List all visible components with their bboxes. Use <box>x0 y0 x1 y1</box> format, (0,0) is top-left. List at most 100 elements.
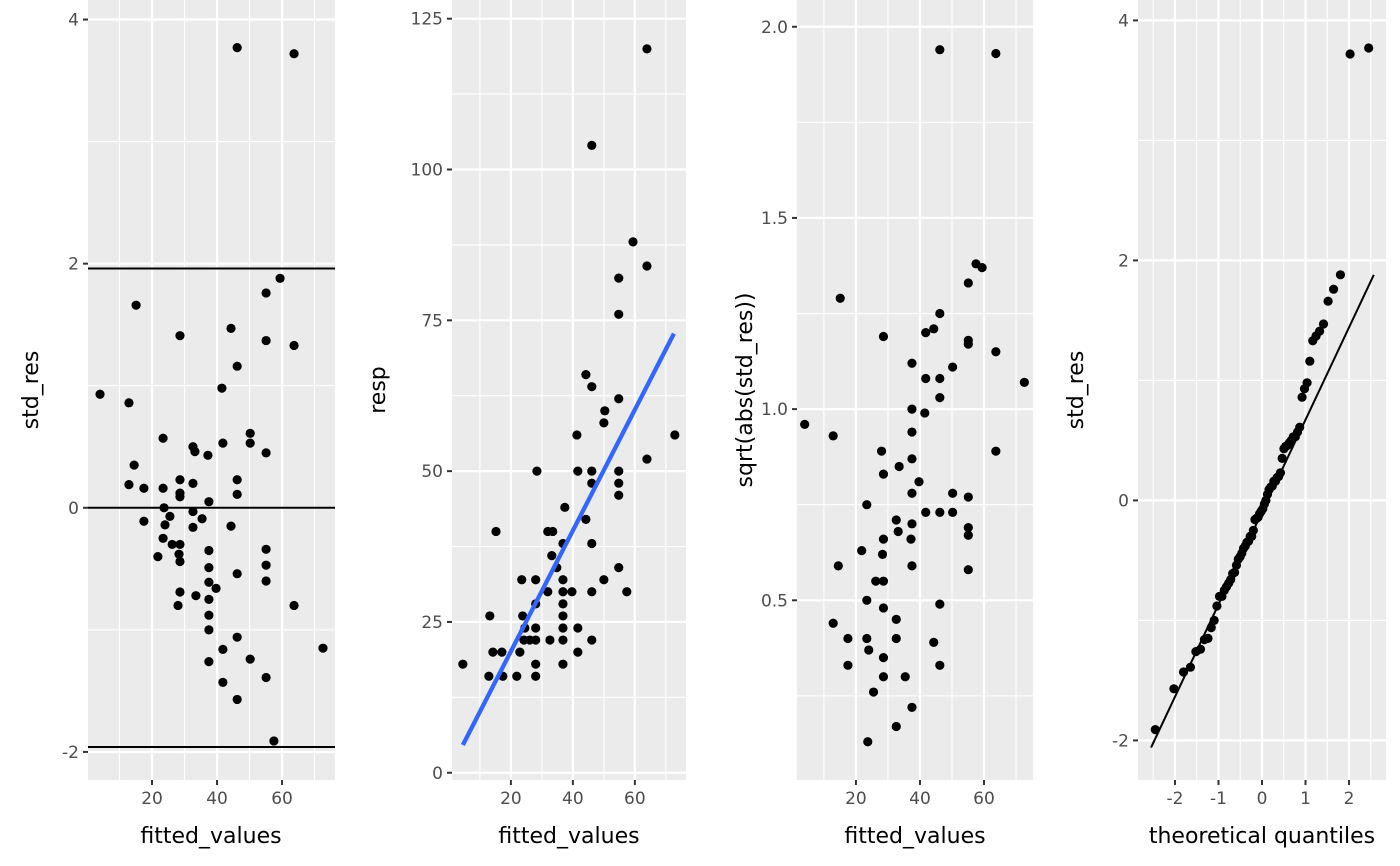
data-point <box>862 633 872 644</box>
y-tick-label: 100 <box>411 161 443 181</box>
data-point <box>158 433 168 443</box>
data-point <box>587 140 597 150</box>
panel-background <box>797 0 1033 780</box>
data-point <box>289 49 299 59</box>
x-tick-label: 40 <box>909 789 931 809</box>
data-point <box>175 331 185 341</box>
y-tick-label: 4 <box>68 11 79 31</box>
data-point <box>261 560 271 570</box>
data-point <box>531 575 541 585</box>
y-axis-title: std_res <box>1064 351 1089 430</box>
data-point <box>614 490 624 500</box>
data-point <box>515 647 525 657</box>
y-tick-label: 2.0 <box>761 18 788 38</box>
data-point <box>484 671 494 681</box>
data-point <box>261 335 271 346</box>
data-point <box>1019 377 1029 387</box>
data-point <box>891 515 901 525</box>
data-point <box>558 575 568 585</box>
data-point <box>167 539 177 550</box>
data-point <box>1345 49 1355 59</box>
data-point <box>531 671 541 681</box>
data-point <box>935 45 945 55</box>
y-tick-label: 0.5 <box>761 591 788 611</box>
data-point <box>963 492 973 502</box>
data-point <box>226 521 236 531</box>
data-point <box>488 647 498 657</box>
x-axis-title: fitted_values <box>140 824 281 849</box>
data-point <box>153 552 163 562</box>
data-point <box>124 398 134 408</box>
data-point <box>1335 270 1346 280</box>
data-point <box>963 530 973 540</box>
data-point <box>587 382 597 392</box>
data-point <box>188 478 198 488</box>
data-point <box>204 577 214 587</box>
data-point <box>948 362 958 372</box>
data-point <box>204 594 214 604</box>
y-tick-label: 0 <box>1118 491 1129 511</box>
y-tick-label: 2 <box>1118 251 1129 271</box>
data-point <box>1318 319 1329 329</box>
data-point <box>835 293 845 303</box>
data-point <box>159 503 169 513</box>
data-point <box>963 335 973 345</box>
data-point <box>558 611 568 621</box>
data-point <box>878 534 889 544</box>
data-point <box>948 507 958 517</box>
data-point <box>877 549 888 560</box>
data-point <box>232 632 242 642</box>
y-axis-title: sqrt(abs(std_res)) <box>733 293 758 488</box>
data-point <box>558 599 568 609</box>
data-point <box>175 492 185 502</box>
data-point <box>614 563 624 573</box>
data-point <box>218 644 228 654</box>
data-point <box>558 635 568 645</box>
y-tick-label: 4 <box>1118 11 1129 31</box>
data-point <box>907 427 917 437</box>
data-point <box>948 488 958 498</box>
data-point <box>174 549 184 559</box>
y-tick-label: -2 <box>62 743 79 763</box>
data-point <box>935 599 945 609</box>
data-point <box>289 600 299 611</box>
data-point <box>531 659 541 669</box>
data-point <box>878 469 889 479</box>
data-point <box>204 610 214 620</box>
data-point <box>991 347 1001 357</box>
data-point <box>670 430 680 440</box>
x-tick-label: 20 <box>500 789 522 809</box>
data-point <box>531 635 541 645</box>
data-point <box>226 323 236 333</box>
y-tick-label: -2 <box>1112 731 1129 751</box>
data-point <box>1323 296 1333 306</box>
data-point <box>204 625 214 635</box>
panel-response-vs-fitted: fitted_values resp 20 40 60 0 25 50 75 100 125 <box>366 0 686 849</box>
data-point <box>907 561 917 571</box>
data-point <box>204 497 214 507</box>
data-point <box>587 538 597 549</box>
panel-background <box>88 0 335 780</box>
data-point <box>232 361 242 371</box>
x-tick-label: 60 <box>624 789 646 809</box>
data-point <box>921 373 931 384</box>
data-point <box>532 466 542 476</box>
data-point <box>914 477 924 487</box>
data-point <box>232 489 242 499</box>
data-point <box>1302 378 1312 388</box>
data-point <box>232 43 242 53</box>
data-point <box>628 237 638 247</box>
data-point <box>891 633 901 644</box>
data-point <box>935 373 945 384</box>
data-point <box>599 575 609 585</box>
data-point <box>893 526 903 537</box>
x-tick-label: 60 <box>973 789 995 809</box>
data-point <box>581 370 591 380</box>
panel-scale-location: fitted_values sqrt(abs(std_res)) 20 40 60 0… <box>733 0 1033 849</box>
data-point <box>261 672 271 683</box>
data-point <box>160 520 170 530</box>
data-point <box>963 565 973 575</box>
data-point <box>963 278 973 288</box>
data-point <box>977 263 987 273</box>
